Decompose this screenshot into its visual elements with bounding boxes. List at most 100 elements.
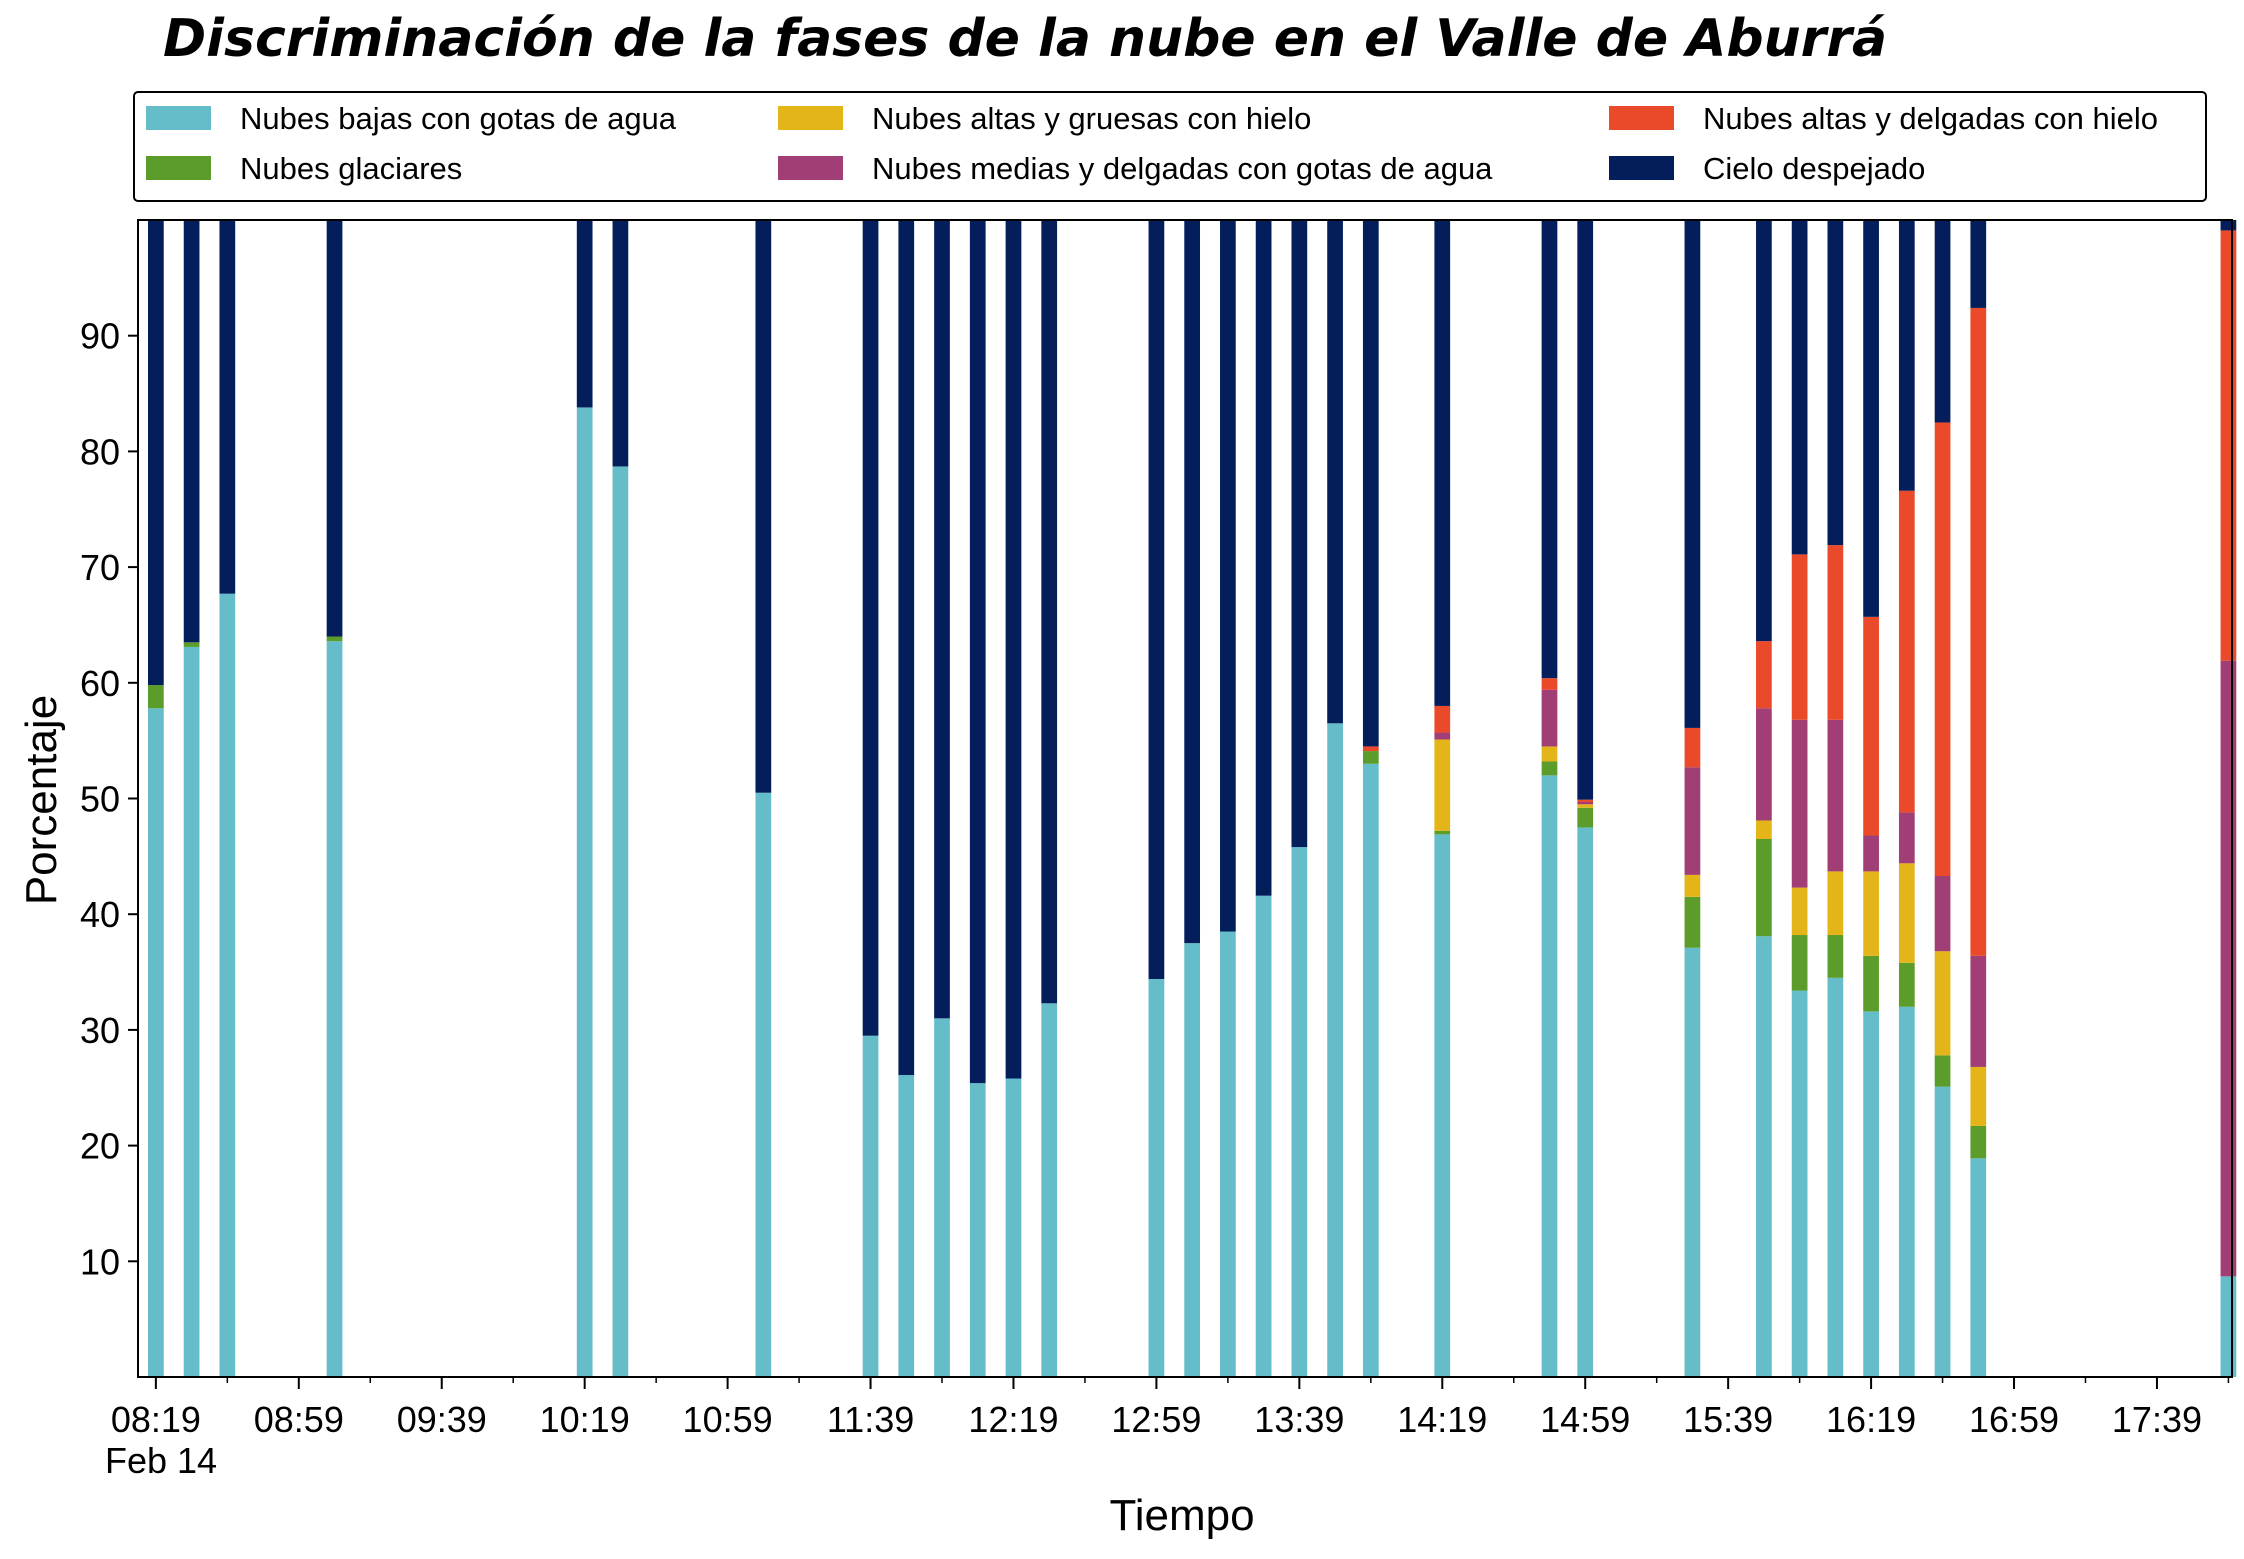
bar-segment xyxy=(1934,220,1951,423)
bar-segment xyxy=(898,220,915,1076)
x-tick-label: 09:39 xyxy=(397,1399,487,1440)
x-tick-label: 11:39 xyxy=(827,1399,914,1440)
bar-segment xyxy=(1362,751,1379,764)
bar-segment xyxy=(1291,220,1308,848)
x-tick-label: 12:59 xyxy=(1111,1399,1201,1440)
bar-segment xyxy=(1362,746,1379,752)
bar-segment xyxy=(1827,871,1844,936)
bar-segment xyxy=(1434,834,1451,1377)
bar-segment xyxy=(2220,660,2237,1277)
legend-frame xyxy=(133,91,2207,202)
bar-segment xyxy=(1577,801,1594,805)
bar-segment xyxy=(969,220,986,1084)
bar-segment xyxy=(1684,220,1701,728)
bar-segment xyxy=(1934,876,1951,952)
legend-label: Nubes bajas con gotas de agua xyxy=(240,101,677,136)
legend-label: Nubes glaciares xyxy=(240,151,462,186)
bar-segment xyxy=(1970,307,1987,956)
bar-segment xyxy=(576,407,593,1378)
bar-segment xyxy=(1970,1158,1987,1377)
bar-segment xyxy=(1541,220,1558,679)
bar-segment xyxy=(862,220,879,1036)
bar-segment xyxy=(1863,1011,1879,1377)
x-tick-label: 08:59 xyxy=(254,1399,344,1440)
bar-segment xyxy=(1827,545,1844,720)
bar-segment xyxy=(1827,977,1844,1377)
bar-segment xyxy=(1898,863,1915,963)
y-tick-label: 40 xyxy=(80,894,120,935)
bar-segment xyxy=(1970,1066,1987,1126)
bar-segment xyxy=(1684,767,1701,875)
bar-segment xyxy=(1970,220,1987,308)
bar-segment xyxy=(1934,1055,1951,1087)
bar-segment xyxy=(1970,955,1987,1067)
bar-segment xyxy=(612,220,629,467)
bar-segment xyxy=(1898,1006,1915,1377)
legend-label: Cielo despejado xyxy=(1703,151,1925,186)
bar-segment xyxy=(1362,220,1379,747)
bar-segment xyxy=(1791,719,1808,888)
x-tick-label: 16:19 xyxy=(1826,1399,1916,1440)
bar-segment xyxy=(1577,799,1594,802)
bar-segment xyxy=(1934,951,1951,1056)
bar-segment xyxy=(1005,220,1022,1079)
x-tick-label: 12:19 xyxy=(968,1399,1058,1440)
bar-segment xyxy=(1756,820,1772,839)
bar-segment xyxy=(1684,874,1701,897)
bar-segment xyxy=(1934,422,1951,877)
bar-segment xyxy=(1362,763,1379,1377)
bar-segment xyxy=(1934,1086,1951,1377)
bar-segment xyxy=(1863,220,1879,617)
bar-segment xyxy=(1184,220,1201,944)
bar-segment xyxy=(1041,220,1058,1004)
bar-segment xyxy=(1827,935,1844,978)
bar-segment xyxy=(148,708,164,1377)
x-tick-label: 14:19 xyxy=(1397,1399,1487,1440)
bar-segment xyxy=(1863,616,1879,836)
bar-segment xyxy=(1791,935,1808,991)
bar-segment xyxy=(934,220,950,1019)
y-tick-label: 10 xyxy=(80,1241,120,1282)
bar-segment xyxy=(1541,775,1558,1377)
bar-segment xyxy=(862,1035,879,1377)
bar-segment xyxy=(1756,220,1772,642)
bar-segment xyxy=(183,646,200,1377)
bar-segment xyxy=(1541,761,1558,776)
bar-segment xyxy=(755,792,772,1377)
x-tick-label: 08:19 xyxy=(111,1399,201,1440)
x-tick-label: 17:39 xyxy=(2112,1399,2202,1440)
bar-segment xyxy=(1863,871,1879,956)
bar-segment xyxy=(1434,732,1451,740)
chart-title: Discriminación de la fases de la nube en… xyxy=(163,9,1887,69)
bar-segment xyxy=(1184,943,1201,1377)
bar-segment xyxy=(1898,490,1915,813)
x-tick-label: 14:59 xyxy=(1540,1399,1630,1440)
bar-segment xyxy=(1756,641,1772,709)
x-axis: 08:19 08:59 09:39 10:19 10:59 11:39 12:19 12:59… xyxy=(111,1377,2230,1440)
y-tick-label: 70 xyxy=(80,547,120,588)
legend-swatch xyxy=(146,106,211,130)
y-tick-label: 20 xyxy=(80,1126,120,1167)
y-axis-label: Porcentaje xyxy=(17,695,66,905)
x-date-label: Feb 14 xyxy=(105,1440,217,1481)
bar-segment xyxy=(1863,835,1879,872)
bar-segment xyxy=(1291,847,1308,1377)
bar-segment xyxy=(1577,804,1594,808)
legend: Nubes bajas con gotas de agua Nubes glaci… xyxy=(133,91,2207,202)
bar-segment xyxy=(1148,978,1165,1377)
bar-segment xyxy=(1434,705,1451,733)
bar-segment xyxy=(1041,1003,1058,1377)
bar-segment xyxy=(1327,723,1343,1377)
legend-label: Nubes altas y gruesas con hielo xyxy=(872,101,1311,136)
bar-segment xyxy=(1863,955,1879,1012)
bar-segment xyxy=(1684,727,1701,768)
bar-segment xyxy=(1684,947,1701,1377)
y-tick-label: 30 xyxy=(80,1010,120,1051)
bar-segment xyxy=(1434,830,1451,835)
x-tick-label: 10:19 xyxy=(540,1399,630,1440)
bar-segment xyxy=(576,220,593,408)
bar-segment xyxy=(1827,719,1844,872)
bar-segment xyxy=(1898,962,1915,1007)
y-axis: 10 20 30 40 50 60 70 80 90 xyxy=(80,316,138,1282)
bar-segment xyxy=(1970,1125,1987,1159)
